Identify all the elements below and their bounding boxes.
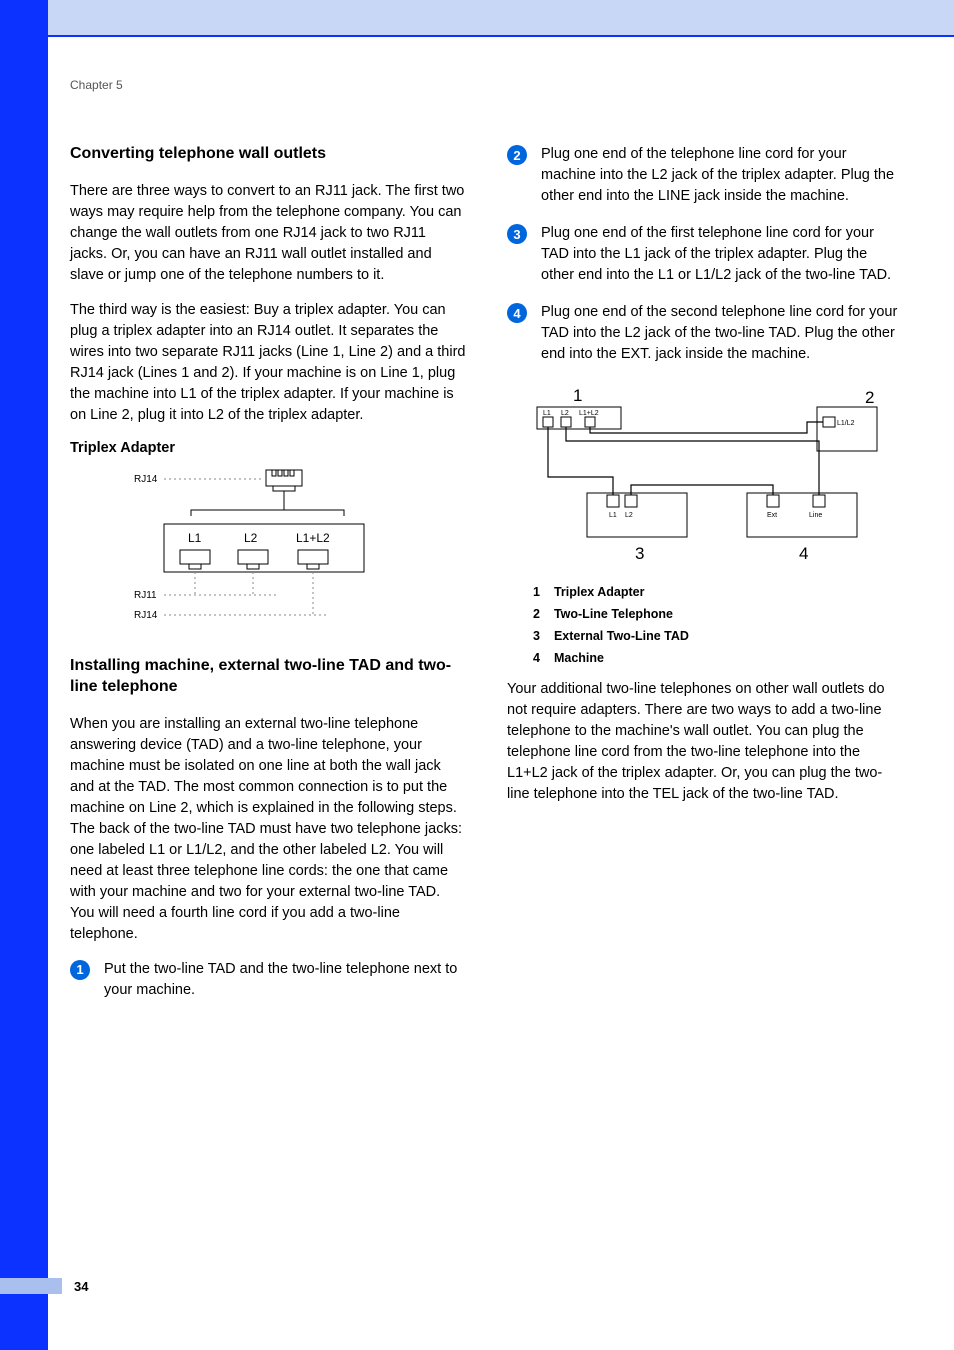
connection-diagram: 1 2 3 4 L1 L2 L1+L2 L1/L2 — [517, 381, 897, 571]
paragraph: There are three ways to convert to an RJ… — [70, 181, 467, 286]
callout-1: 1 — [573, 386, 582, 405]
legend-item: 1 Triplex Adapter — [533, 585, 904, 599]
legend-item: 4 Machine — [533, 651, 904, 665]
triplex-adapter-diagram: RJ14 L1 L2 L1+L2 — [106, 466, 386, 636]
left-blue-sidebar — [0, 0, 48, 1350]
diagram-label: L2 — [561, 410, 569, 417]
diagram-label: Line — [809, 512, 822, 519]
diagram-label: L2 — [625, 512, 633, 519]
diagram-label: Ext — [767, 512, 777, 519]
diagram-label: L1 — [543, 410, 551, 417]
step-number-icon: 3 — [507, 224, 527, 244]
top-blue-band — [48, 0, 954, 37]
right-column: 2 Plug one end of the telephone line cor… — [507, 144, 904, 1017]
heading-installing-machine: Installing machine, external two-line TA… — [70, 656, 467, 698]
diagram-label-rj14b: RJ14 — [134, 610, 158, 621]
diagram-label-rj11: RJ11 — [134, 590, 157, 601]
callout-3: 3 — [635, 544, 644, 563]
page-number-bar — [0, 1278, 62, 1294]
step-text: Plug one end of the second telephone lin… — [541, 302, 904, 365]
chapter-label: Chapter 5 — [70, 78, 904, 92]
page-body: Chapter 5 Converting telephone wall outl… — [70, 78, 904, 1017]
page-number: 34 — [74, 1279, 88, 1294]
legend-item: 2 Two-Line Telephone — [533, 607, 904, 621]
step-3: 3 Plug one end of the first telephone li… — [507, 223, 904, 286]
step-1: 1 Put the two-line TAD and the two-line … — [70, 959, 467, 1001]
paragraph: When you are installing an external two-… — [70, 714, 467, 945]
diagram-legend: 1 Triplex Adapter 2 Two-Line Telephone 3… — [533, 585, 904, 665]
two-column-layout: Converting telephone wall outlets There … — [70, 144, 904, 1017]
heading-converting-outlets: Converting telephone wall outlets — [70, 144, 467, 165]
step-number-icon: 2 — [507, 145, 527, 165]
paragraph: Your additional two-line telephones on o… — [507, 679, 904, 805]
diagram-label-l1: L1 — [188, 531, 202, 545]
diagram-label-rj14: RJ14 — [134, 474, 158, 485]
step-number-icon: 4 — [507, 303, 527, 323]
legend-item: 3 External Two-Line TAD — [533, 629, 904, 643]
step-text: Plug one end of the first telephone line… — [541, 223, 904, 286]
step-4: 4 Plug one end of the second telephone l… — [507, 302, 904, 365]
step-text: Put the two-line TAD and the two-line te… — [104, 959, 467, 1001]
triplex-adapter-label: Triplex Adapter — [70, 440, 467, 456]
diagram-label: L1+L2 — [579, 410, 599, 417]
callout-4: 4 — [799, 544, 808, 563]
callout-2: 2 — [865, 388, 874, 407]
step-text: Plug one end of the telephone line cord … — [541, 144, 904, 207]
diagram-label-l1l2: L1+L2 — [296, 531, 330, 545]
diagram-label: L1 — [609, 512, 617, 519]
paragraph: The third way is the easiest: Buy a trip… — [70, 300, 467, 426]
left-column: Converting telephone wall outlets There … — [70, 144, 467, 1017]
diagram-label-l2: L2 — [244, 531, 258, 545]
step-2: 2 Plug one end of the telephone line cor… — [507, 144, 904, 207]
step-number-icon: 1 — [70, 960, 90, 980]
diagram-label: L1/L2 — [837, 420, 855, 427]
